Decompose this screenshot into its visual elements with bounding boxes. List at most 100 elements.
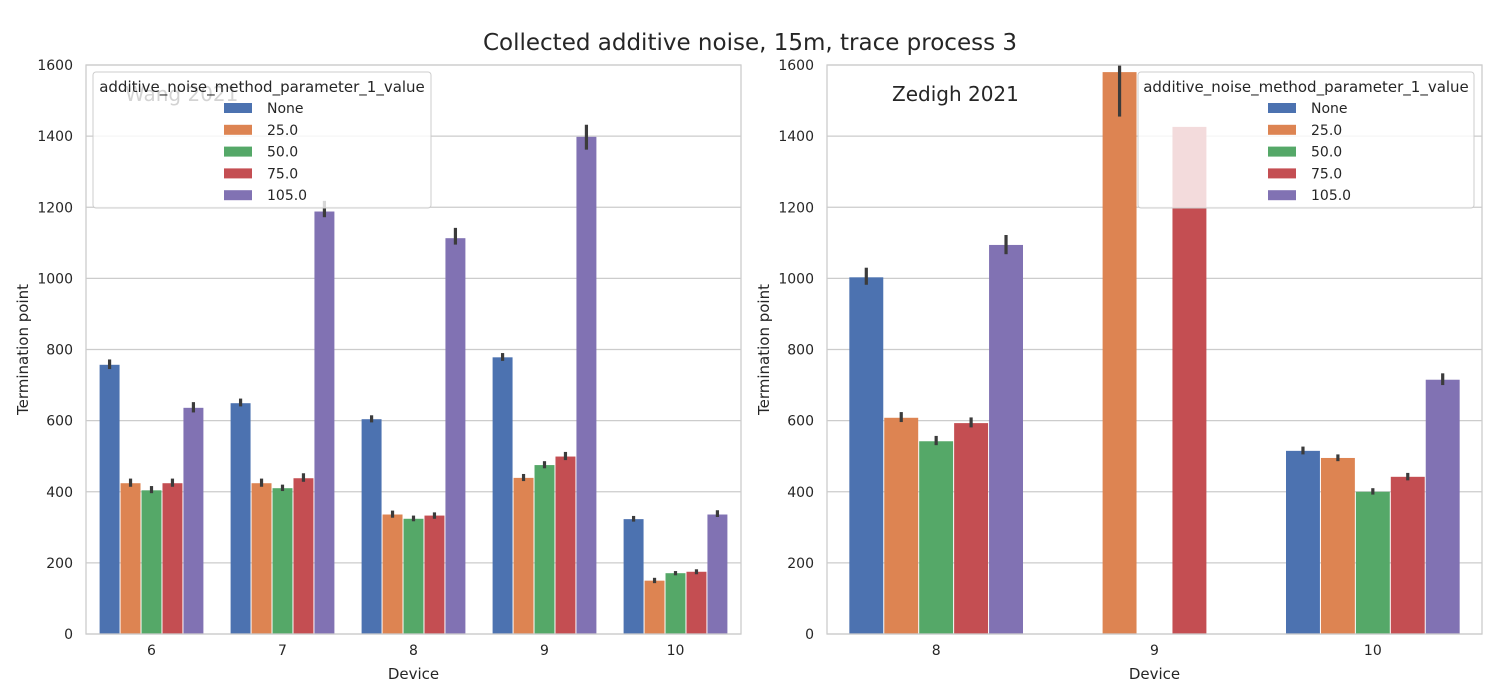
legend-swatch: [1268, 146, 1296, 157]
y-tick-label: 1200: [778, 200, 814, 216]
y-tick-label: 600: [46, 414, 73, 430]
x-tick-label: 6: [147, 643, 156, 659]
axes-frame: [826, 64, 1483, 635]
legend-swatch: [224, 190, 252, 201]
bar-25-0-device-9: [1102, 72, 1137, 634]
bar-50-0-device-6: [141, 490, 162, 634]
legend-box: [1137, 71, 1475, 209]
bar-None-device-9: [492, 357, 513, 634]
bar-75-0-device-9: [1172, 126, 1207, 634]
legend-swatch: [224, 168, 252, 179]
bar-50-0-device-7: [272, 488, 293, 634]
legend-swatch: [1268, 190, 1296, 201]
y-axis-label: Termination point: [14, 284, 32, 416]
legend-label: 75.0: [267, 166, 298, 182]
y-tick-label: 400: [787, 485, 814, 501]
bar-105-0-device-8: [445, 238, 466, 634]
x-tick-label: 10: [667, 643, 685, 659]
bar-None-device-10: [1286, 450, 1320, 634]
y-tick-label: 800: [46, 343, 73, 359]
bar-105-0-device-6: [183, 407, 204, 634]
bar-50-0-device-10: [1355, 491, 1390, 634]
bar-75-0-device-8: [424, 515, 445, 634]
y-tick-label: 1200: [37, 200, 73, 216]
bar-None-device-6: [99, 364, 120, 634]
legend-box: [92, 71, 432, 209]
x-tick-label: 9: [540, 643, 549, 659]
y-tick-label: 400: [46, 485, 73, 501]
y-tick-label: 200: [46, 556, 73, 572]
bar-50-0-device-8: [403, 518, 424, 634]
panel-annotation: Zedigh 2021: [892, 82, 1019, 106]
bar-None-device-8: [849, 277, 884, 634]
legend-swatch: [224, 103, 252, 113]
x-tick-label: 8: [932, 643, 941, 659]
bar-None-device-8: [361, 419, 382, 634]
chart-panel-right: 0 200 400 600 800 1000 1200 1400 1600 8 9 10 Device T…: [755, 58, 1483, 683]
bar-25-0-device-7: [251, 483, 272, 634]
y-tick-label: 0: [805, 627, 814, 643]
legend-label: 25.0: [267, 123, 298, 139]
legend-label: 105.0: [267, 188, 307, 204]
bar-105-0-device-9: [576, 136, 597, 634]
x-tick-label: 8: [409, 643, 418, 659]
y-tick-label: 800: [787, 343, 814, 359]
legend-swatch: [224, 124, 252, 135]
bar-25-0-device-9: [513, 477, 534, 634]
bar-105-0-device-7: [314, 211, 335, 634]
plot-area: [99, 124, 728, 634]
y-tick-label: 1600: [778, 58, 814, 74]
bar-75-0-device-7: [293, 478, 314, 634]
legend-label: 105.0: [1311, 188, 1351, 204]
x-tick-label: 9: [1150, 643, 1159, 659]
legend-label: 50.0: [267, 145, 298, 161]
chart-panel-left: 0 200 400 600 800 1000 1200 1400 1600 6 7 8 9 10 Devic…: [14, 58, 742, 683]
bar-50-0-device-8: [919, 441, 954, 634]
axes-frame: [85, 64, 742, 635]
plot-area: [849, 65, 1460, 634]
bar-25-0-device-10: [644, 580, 665, 634]
legend-label: 75.0: [1311, 166, 1342, 182]
bar-105-0-device-8: [989, 244, 1023, 634]
legend-swatch: [1268, 168, 1296, 179]
x-tick-label: 7: [278, 643, 287, 659]
x-tick-label: 10: [1364, 643, 1382, 659]
bar-75-0-device-9: [555, 456, 576, 634]
y-tick-label: 1400: [778, 129, 814, 145]
y-tick-label: 600: [787, 414, 814, 430]
x-axis-label: Device: [1129, 665, 1180, 683]
legend-label: 50.0: [1311, 145, 1342, 161]
y-tick-label: 0: [64, 627, 73, 643]
bar-25-0-device-8: [382, 514, 403, 634]
bar-25-0-device-6: [120, 483, 141, 634]
bar-105-0-device-10: [707, 514, 728, 634]
figure-title: Collected additive noise, 15m, trace pro…: [482, 30, 1018, 56]
legend-swatch: [1268, 103, 1296, 113]
y-tick-label: 1000: [778, 271, 814, 287]
y-axis-label: Termination point: [755, 284, 773, 416]
bar-75-0-device-10: [686, 571, 707, 634]
y-tick-label: 1000: [37, 271, 73, 287]
bar-25-0-device-8: [884, 417, 919, 634]
bar-50-0-device-10: [665, 573, 686, 634]
bar-75-0-device-8: [954, 423, 989, 634]
legend-label: None: [1311, 101, 1348, 117]
x-axis-label: Device: [388, 665, 439, 683]
y-tick-label: 1600: [37, 58, 73, 74]
legend-title: additive_noise_method_parameter_1_value: [99, 78, 425, 97]
bar-75-0-device-10: [1390, 476, 1425, 634]
bar-None-device-7: [230, 403, 251, 634]
y-tick-label: 200: [787, 556, 814, 572]
legend-title: additive_noise_method_parameter_1_value: [1143, 78, 1469, 97]
legend-swatch: [224, 146, 252, 157]
bar-25-0-device-10: [1320, 457, 1355, 634]
legend-label: 25.0: [1311, 123, 1342, 139]
legend-label: None: [267, 101, 304, 117]
y-tick-label: 1400: [37, 129, 73, 145]
bar-105-0-device-10: [1425, 379, 1460, 634]
legend-swatch: [1268, 124, 1296, 135]
bar-75-0-device-6: [162, 483, 183, 634]
bar-None-device-10: [623, 519, 644, 634]
bar-50-0-device-9: [534, 465, 555, 634]
